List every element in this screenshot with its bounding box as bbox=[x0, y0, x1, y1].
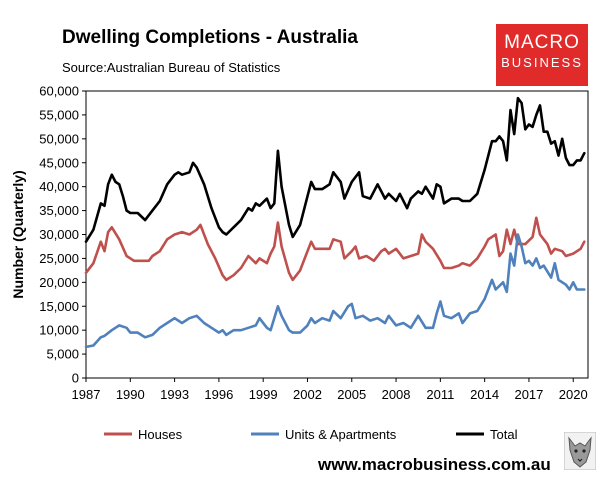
chart-source: Source:Australian Bureau of Statistics bbox=[62, 60, 281, 75]
logo-line-2: BUSINESS bbox=[501, 55, 583, 70]
series-line-houses bbox=[84, 216, 586, 282]
y-tick-label: 20,000 bbox=[39, 275, 79, 290]
y-tick-label: 15,000 bbox=[39, 299, 79, 314]
y-tick-label: 30,000 bbox=[39, 227, 79, 242]
legend-label-houses: Houses bbox=[138, 427, 183, 442]
x-tick-label: 1987 bbox=[72, 387, 101, 402]
legend-label-total: Total bbox=[490, 427, 518, 442]
x-tick-label: 1993 bbox=[160, 387, 189, 402]
x-tick-label: 2008 bbox=[382, 387, 411, 402]
y-tick-label: 60,000 bbox=[39, 84, 79, 99]
x-tick-label: 2020 bbox=[559, 387, 588, 402]
y-axis-label: Number (Quarterly) bbox=[10, 170, 26, 298]
x-tick-label: 1990 bbox=[116, 387, 145, 402]
y-tick-label: 35,000 bbox=[39, 203, 79, 218]
x-tick-label: 1996 bbox=[204, 387, 233, 402]
x-tick-label: 2014 bbox=[470, 387, 499, 402]
x-tick-label: 2002 bbox=[293, 387, 322, 402]
footer-url: www.macrobusiness.com.au bbox=[318, 455, 551, 474]
chart-title: Dwelling Completions - Australia bbox=[62, 27, 358, 48]
x-tick-label: 1999 bbox=[249, 387, 278, 402]
y-tick-label: 40,000 bbox=[39, 179, 79, 194]
wolf-icon bbox=[564, 432, 596, 470]
logo-line-1: MACRO bbox=[504, 32, 580, 53]
y-tick-label: 50,000 bbox=[39, 131, 79, 146]
y-tick-label: 45,000 bbox=[39, 155, 79, 170]
macrobusiness-logo: MACRO BUSINESS bbox=[496, 24, 588, 86]
x-tick-label: 2017 bbox=[514, 387, 543, 402]
y-tick-label: 5,000 bbox=[46, 347, 79, 362]
legend-label-units-apartments: Units & Apartments bbox=[285, 427, 397, 442]
x-tick-label: 2011 bbox=[426, 387, 454, 402]
series-line-units-apartments bbox=[84, 233, 586, 349]
y-tick-label: 0 bbox=[72, 371, 79, 386]
series-line-total bbox=[84, 96, 586, 243]
x-tick-label: 2005 bbox=[337, 387, 366, 402]
y-tick-label: 55,000 bbox=[39, 107, 79, 122]
y-tick-label: 10,000 bbox=[39, 323, 79, 338]
y-tick-label: 25,000 bbox=[39, 251, 79, 266]
